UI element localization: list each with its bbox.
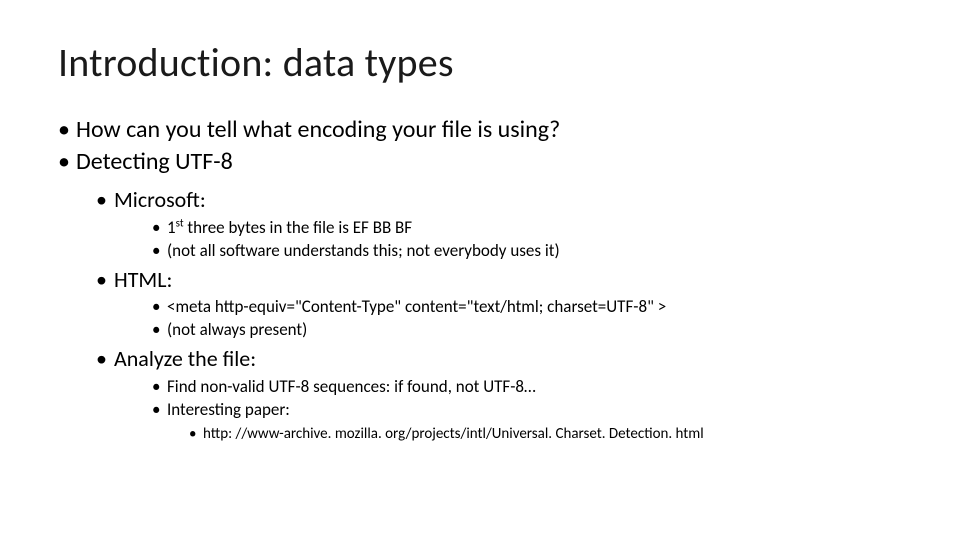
bullet-text: Interesting paper:: [167, 399, 290, 420]
bullet-l3: 1st three bytes in the file is EF BB BF: [152, 217, 902, 240]
bullet-text: <meta http-equiv="Content-Type" content=…: [167, 296, 666, 317]
slide: Introduction: data types How can you tel…: [0, 0, 960, 444]
bullet-text: Detecting UTF-8: [76, 147, 233, 176]
bullet-l3: Interesting paper: http: //www-archive. …: [152, 399, 902, 444]
bullet-l2: HTML: <meta http-equiv="Content-Type" co…: [96, 265, 902, 343]
bullet-l4: http: //www-archive. mozilla. org/projec…: [189, 424, 902, 444]
bullet-text: HTML:: [114, 266, 172, 293]
bullet-text: Microsoft:: [114, 186, 206, 213]
bullet-l3: (not always present): [152, 319, 902, 342]
bullet-text: (not all software understands this; not …: [167, 240, 560, 261]
bullet-l3: <meta http-equiv="Content-Type" content=…: [152, 296, 902, 319]
bullet-list-level1: How can you tell what encoding your file…: [58, 115, 902, 444]
bullet-list-level4: http: //www-archive. mozilla. org/projec…: [189, 424, 902, 444]
bullet-list-level3: 1st three bytes in the file is EF BB BF …: [152, 217, 902, 263]
slide-title: Introduction: data types: [58, 38, 902, 87]
bullet-l3: (not all software understands this; not …: [152, 240, 902, 263]
bullet-text: Find non-valid UTF-8 sequences: if found…: [167, 376, 536, 397]
bullet-text: 1st three bytes in the file is EF BB BF: [167, 217, 412, 238]
bullet-text: http: //www-archive. mozilla. org/projec…: [203, 425, 704, 443]
bullet-text: How can you tell what encoding your file…: [76, 115, 560, 144]
bullet-l3: Find non-valid UTF-8 sequences: if found…: [152, 376, 902, 399]
bullet-text: (not always present): [167, 319, 307, 340]
bullet-l1: How can you tell what encoding your file…: [58, 115, 902, 145]
bullet-l1: Detecting UTF-8 Microsoft: 1st three byt…: [58, 147, 902, 444]
bullet-list-level3: <meta http-equiv="Content-Type" content=…: [152, 296, 902, 342]
bullet-l2: Analyze the file: Find non-valid UTF-8 s…: [96, 344, 902, 444]
bullet-list-level2: Microsoft: 1st three bytes in the file i…: [96, 185, 902, 444]
bullet-l2: Microsoft: 1st three bytes in the file i…: [96, 185, 902, 263]
bullet-list-level3: Find non-valid UTF-8 sequences: if found…: [152, 376, 902, 444]
bullet-text: Analyze the file:: [114, 345, 256, 372]
